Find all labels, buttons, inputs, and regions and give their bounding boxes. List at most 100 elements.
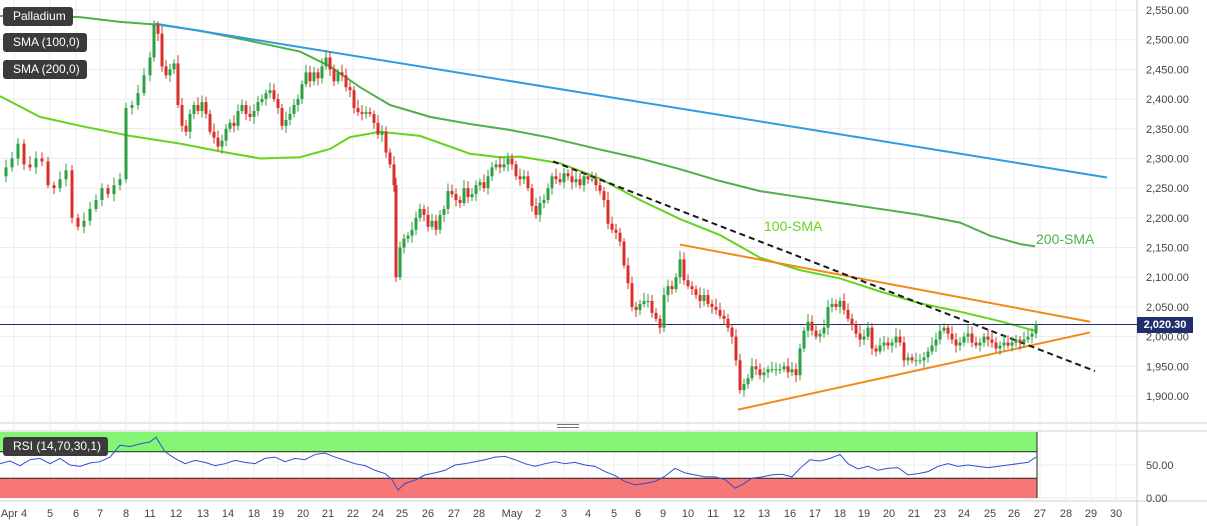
candle-body	[442, 208, 446, 215]
candle-body	[82, 220, 86, 227]
candle-body	[598, 185, 602, 192]
candle-body	[902, 342, 906, 361]
y-tick-label: 2,350.00	[1146, 124, 1189, 136]
candle-body	[798, 348, 802, 376]
y-tick-label: 2,050.00	[1146, 302, 1189, 314]
candle-body	[886, 342, 890, 346]
y-tick-label: 2,500.00	[1146, 35, 1189, 47]
candle-body	[718, 309, 722, 316]
x-tick-label: 20	[297, 508, 309, 520]
triangle-upper-line	[679, 243, 1091, 323]
candle-body	[590, 179, 594, 181]
y-tick-label: 1,950.00	[1146, 361, 1189, 373]
candle-body	[360, 112, 364, 114]
candle-body	[978, 342, 982, 346]
rsi-line	[0, 436, 1037, 491]
candle-body	[794, 369, 798, 376]
candle-body	[594, 179, 598, 186]
candle-body	[200, 102, 204, 111]
candle-body	[1034, 324, 1038, 334]
candle-body	[846, 309, 850, 319]
candle-body	[662, 295, 666, 328]
candle-body	[458, 200, 462, 203]
candle-body	[1014, 339, 1018, 343]
candle-body	[786, 366, 790, 373]
x-tick-label: 11	[707, 508, 718, 520]
candle-body	[470, 194, 474, 198]
candle-body	[790, 369, 794, 373]
candle-body	[466, 188, 470, 198]
rsi-tag[interactable]: RSI (14,70,30,1)	[3, 437, 109, 456]
candle-body	[304, 72, 308, 85]
rsi-overbought-zone	[0, 432, 1037, 452]
x-tick-label: 12	[170, 508, 182, 520]
candle-body	[394, 185, 398, 278]
candle-body	[64, 170, 68, 180]
candle-body	[136, 93, 140, 106]
rsi-label: RSI (14,70,30,1)	[13, 439, 102, 453]
candle-body	[802, 330, 806, 349]
candle-body	[502, 164, 506, 168]
x-tick-label: 20	[883, 508, 895, 520]
candle-body	[94, 200, 98, 209]
candle-body	[106, 188, 110, 195]
candle-body	[986, 336, 990, 340]
candle-body	[204, 102, 208, 114]
candle-body	[152, 24, 156, 58]
candle-body	[328, 57, 332, 70]
candle-body	[530, 188, 534, 206]
candle-body	[698, 295, 702, 301]
candle-body	[746, 378, 750, 385]
x-tick-label: May	[502, 508, 523, 520]
sma200-tag[interactable]: SMA (200,0)	[3, 60, 87, 79]
candle-body	[946, 327, 950, 334]
sma200-label: SMA (200,0)	[13, 62, 80, 76]
candle-body	[906, 357, 910, 361]
sma100-tag[interactable]: SMA (100,0)	[3, 33, 87, 52]
x-tick-label: 27	[1034, 508, 1046, 520]
x-tick-label: 6	[635, 508, 641, 520]
candle-body	[622, 241, 626, 266]
candle-body	[58, 179, 62, 189]
candle-body	[998, 345, 1002, 349]
candle-body	[46, 161, 50, 186]
candle-body	[834, 303, 838, 307]
candle-body	[678, 259, 682, 278]
candle-body	[702, 295, 706, 301]
candle-body	[156, 24, 160, 34]
candle-body	[822, 327, 826, 334]
x-tick-label: 9	[660, 508, 666, 520]
candle-body	[1026, 336, 1030, 340]
candle-body	[308, 72, 312, 82]
candle-body	[292, 105, 296, 114]
candle-body	[280, 107, 284, 126]
last-price-label: 2,020.30	[1143, 319, 1187, 331]
candle-body	[212, 131, 216, 138]
candle-body	[706, 295, 710, 304]
candle-body	[754, 366, 758, 370]
candle-body	[618, 232, 622, 242]
candle-body	[356, 107, 360, 113]
candle-body	[686, 280, 690, 287]
candle-body	[930, 345, 934, 352]
candle-body	[372, 113, 376, 123]
candle-body	[638, 303, 642, 310]
candle-body	[100, 188, 104, 201]
candle-body	[430, 220, 434, 227]
candle-body	[1006, 342, 1010, 346]
candle-body	[682, 259, 686, 281]
candle-body	[494, 164, 498, 168]
candle-body	[922, 357, 926, 361]
candle-body	[782, 366, 786, 370]
candle-body	[826, 306, 830, 328]
candle-body	[340, 72, 344, 76]
candle-body	[398, 247, 402, 278]
candle-body	[942, 327, 946, 331]
candle-body	[674, 277, 678, 290]
pane-resize-handle[interactable]	[557, 424, 579, 430]
candle-body	[284, 119, 288, 126]
candle-body	[650, 300, 654, 313]
candle-body	[562, 173, 566, 183]
instrument-tag[interactable]: Palladium	[3, 7, 73, 26]
